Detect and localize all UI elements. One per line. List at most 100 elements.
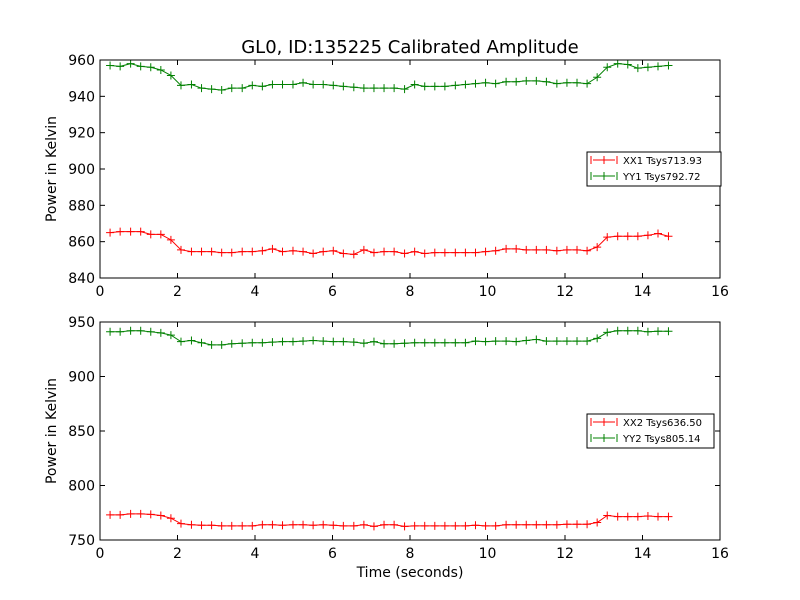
legend-label: YY1 Tsys792.72 — [622, 172, 701, 183]
data-point — [248, 338, 257, 347]
data-point — [116, 227, 125, 236]
data-point — [116, 327, 125, 336]
data-point — [106, 228, 115, 237]
data-point — [146, 510, 155, 519]
data-point — [217, 85, 226, 94]
bottom-y-tick-label: 950 — [68, 315, 95, 331]
data-point — [420, 82, 429, 91]
data-point — [369, 248, 378, 257]
data-point — [643, 63, 652, 72]
data-point — [603, 511, 612, 520]
data-point — [248, 81, 257, 90]
data-point — [532, 76, 541, 85]
data-point — [491, 521, 500, 530]
top-y-tick-label: 920 — [68, 126, 95, 142]
data-point — [390, 84, 399, 93]
data-point — [268, 80, 277, 89]
data-point — [380, 247, 389, 256]
data-point — [349, 83, 358, 92]
data-point — [583, 520, 592, 529]
data-point — [522, 76, 531, 85]
data-point — [643, 231, 652, 240]
data-point — [542, 520, 551, 529]
data-point — [116, 62, 125, 71]
data-point — [217, 521, 226, 530]
data-point — [410, 338, 419, 347]
data-point — [227, 521, 236, 530]
data-point — [471, 79, 480, 88]
data-point — [562, 78, 571, 87]
data-point — [319, 247, 328, 256]
data-point — [309, 336, 318, 345]
data-point — [288, 246, 297, 255]
data-point — [136, 509, 145, 518]
data-point — [440, 82, 449, 91]
data-point — [481, 78, 490, 87]
data-point — [126, 509, 135, 518]
top-x-tick-label: 0 — [96, 284, 105, 300]
data-point — [623, 326, 632, 335]
data-point — [146, 327, 155, 336]
data-point — [258, 520, 267, 529]
data-point — [542, 245, 551, 254]
data-point — [349, 250, 358, 259]
data-point — [156, 65, 165, 74]
data-point — [309, 80, 318, 89]
data-point — [583, 246, 592, 255]
bottom-legend-box — [586, 413, 715, 449]
data-point — [207, 340, 216, 349]
top-y-tick-label: 940 — [68, 89, 95, 105]
data-point — [268, 338, 277, 347]
data-point — [420, 338, 429, 347]
data-point — [573, 78, 582, 87]
data-point — [207, 521, 216, 530]
data-point — [552, 520, 561, 529]
data-point — [603, 63, 612, 72]
data-point — [461, 521, 470, 530]
data-point — [166, 331, 175, 340]
data-point — [654, 512, 662, 521]
data-point — [643, 512, 652, 521]
data-point — [329, 246, 338, 255]
top-x-tick-label: 10 — [479, 284, 497, 300]
data-point — [339, 82, 348, 91]
data-point — [664, 327, 673, 336]
top-x-tick-label: 8 — [406, 284, 415, 300]
data-point — [299, 520, 308, 529]
top-x-tick-label: 16 — [711, 284, 729, 300]
data-point — [400, 339, 409, 348]
data-point — [217, 248, 226, 257]
data-point — [552, 79, 561, 88]
data-point — [491, 337, 500, 346]
data-point — [197, 247, 206, 256]
data-point — [481, 337, 490, 346]
data-point — [106, 510, 115, 519]
data-point — [187, 520, 196, 529]
top-y-tick-label: 880 — [68, 198, 95, 214]
data-point — [633, 512, 642, 521]
data-point — [542, 77, 551, 86]
top-y-tick-label: 900 — [68, 162, 95, 178]
top-x-tick-label: 14 — [634, 284, 652, 300]
data-point — [278, 521, 287, 530]
data-point — [359, 84, 368, 93]
data-point — [217, 340, 226, 349]
data-point — [166, 235, 175, 244]
data-point — [278, 337, 287, 346]
data-point — [146, 63, 155, 72]
data-point — [562, 520, 571, 529]
data-point — [207, 247, 216, 256]
data-point — [613, 326, 622, 335]
data-point — [136, 227, 145, 236]
bottom-y-axis-label: Power in Kelvin — [44, 378, 60, 484]
data-point — [451, 81, 460, 90]
data-point — [369, 337, 378, 346]
data-point — [603, 328, 612, 337]
top-x-tick-label: 4 — [251, 284, 260, 300]
data-point — [187, 80, 196, 89]
data-point — [522, 245, 531, 254]
data-point — [502, 520, 511, 529]
data-point — [471, 521, 480, 530]
data-point — [440, 338, 449, 347]
top-y-tick-label: 840 — [68, 271, 95, 287]
